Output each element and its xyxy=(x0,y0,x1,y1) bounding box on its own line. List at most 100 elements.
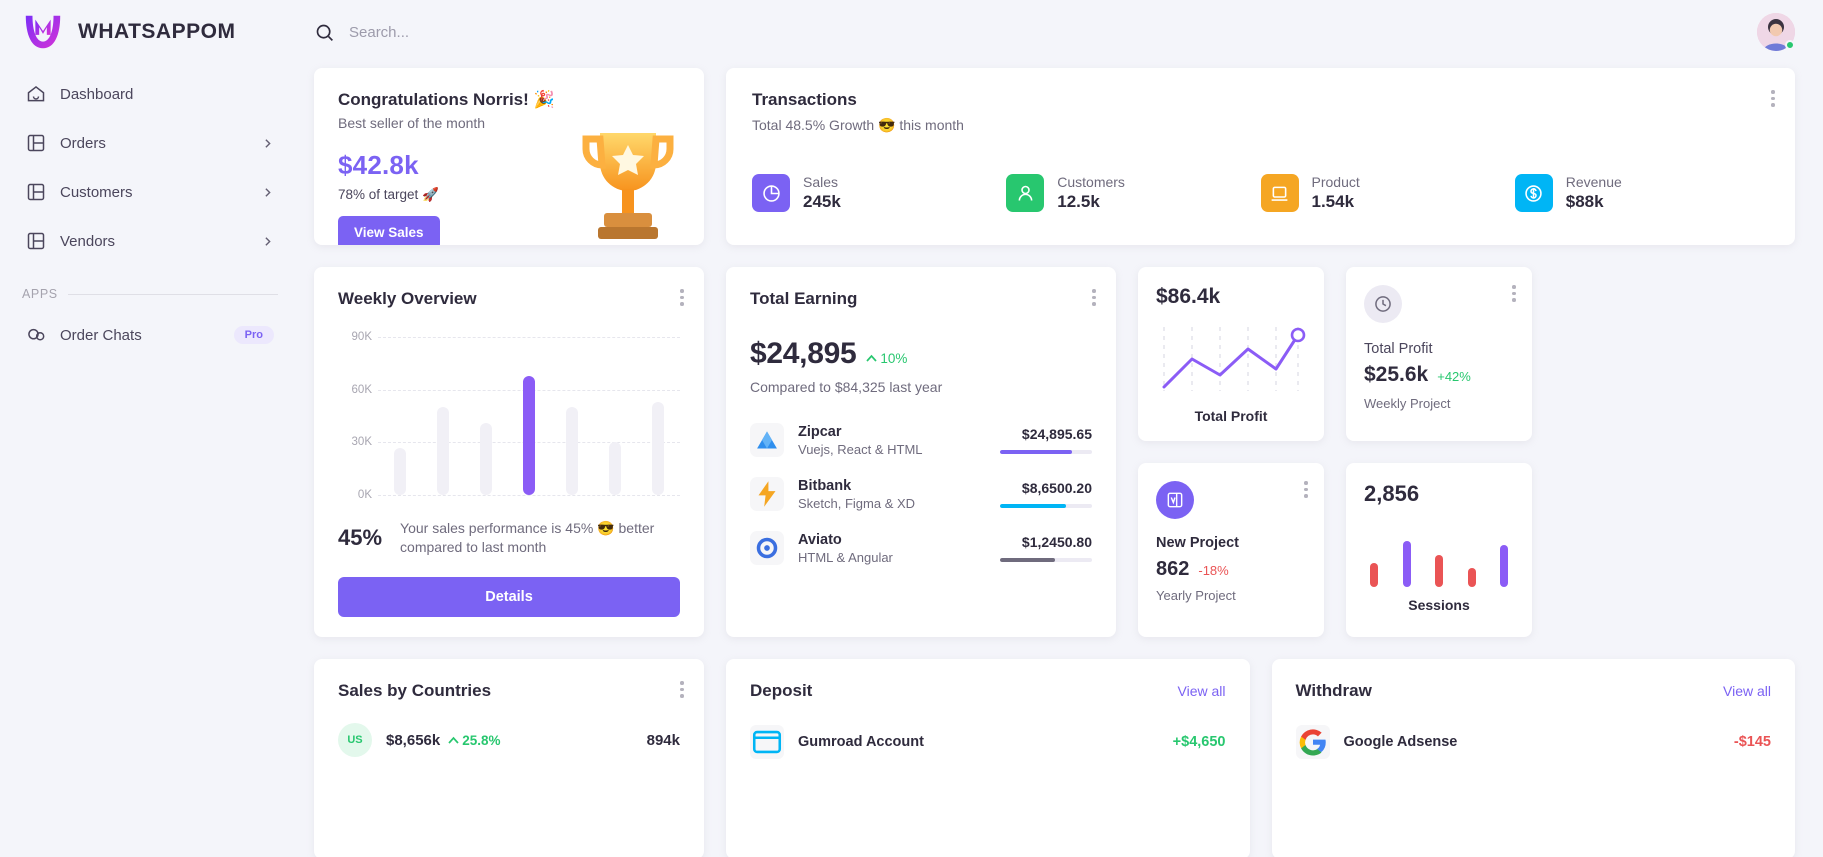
stat-value: 245k xyxy=(803,192,841,211)
weekly-title: Weekly Overview xyxy=(338,289,477,308)
weekly-bar-chart: 90K 60K 30K 0K xyxy=(338,331,680,501)
view-sales-button[interactable]: View Sales xyxy=(338,216,440,245)
withdraw-header: Withdraw View all xyxy=(1296,681,1772,701)
earning-tech: HTML & Angular xyxy=(798,549,893,565)
search-input[interactable] xyxy=(349,23,769,41)
row-middle: Weekly Overview 90K 60K 30K 0K xyxy=(314,267,1795,637)
earning-amount-value: $24,895.65 xyxy=(1021,426,1092,442)
details-button[interactable]: Details xyxy=(338,576,680,617)
pie-chart-icon xyxy=(752,174,790,212)
chat-bubbles-icon xyxy=(28,328,45,341)
avatar[interactable] xyxy=(1757,13,1795,51)
stat-revenue: Revenue $88k xyxy=(1514,174,1769,212)
y-tick: 0K xyxy=(357,489,372,501)
sidebar-item-label: Orders xyxy=(60,134,106,152)
earning-row: Zipcar Vuejs, React & HTML $24,895.65 xyxy=(750,423,1092,457)
brand-name: WHATSAPPOM xyxy=(78,20,236,43)
country-growth: 25.8% xyxy=(448,732,501,748)
transactions-title: Transactions xyxy=(752,90,857,109)
sidebar-item-label: Customers xyxy=(60,183,133,201)
brand[interactable]: WHATSAPPOM xyxy=(14,0,286,64)
transactions-stats: Sales 245k Customers 12.5k xyxy=(752,174,1769,212)
country-growth-value: 25.8% xyxy=(462,732,501,748)
new-project-value-row: 862 -18% xyxy=(1156,558,1306,581)
earning-right: $8,6500.20 xyxy=(1000,480,1092,508)
sidebar-item-label: Vendors xyxy=(60,232,116,250)
row-top: Congratulations Norris! 🎉 Best seller of… xyxy=(314,68,1795,245)
sidebar-item-vendors[interactable]: Vendors xyxy=(14,221,286,261)
google-logo-icon xyxy=(1295,725,1330,759)
earning-meta: Bitbank Sketch, Figma & XD xyxy=(798,478,986,511)
total-profit-menu-button[interactable] xyxy=(1512,285,1516,305)
earning-right: $1,2450.80 xyxy=(1000,534,1092,562)
bitbank-logo-icon xyxy=(750,477,784,511)
gridline xyxy=(378,337,680,338)
country-amount-row: $8,656k 25.8% xyxy=(386,732,633,749)
bar-series xyxy=(378,337,680,495)
plot-area xyxy=(378,337,680,496)
bar xyxy=(652,401,665,495)
congratulations-card: Congratulations Norris! 🎉 Best seller of… xyxy=(314,68,704,245)
stat-sales: Sales 245k xyxy=(752,174,1006,212)
dollar-icon xyxy=(1514,174,1553,212)
laptop-icon xyxy=(1260,174,1299,212)
total-profit-card: Total Profit $25.6k +42% Weekly Project xyxy=(1346,267,1532,441)
dashboard-content: Congratulations Norris! 🎉 Best seller of… xyxy=(300,64,1823,857)
sidebar-item-label: Order Chats xyxy=(60,326,142,344)
divider xyxy=(67,293,278,295)
earning-delta: 10% xyxy=(866,351,907,366)
country-row: US $8,656k 25.8% 894k xyxy=(338,723,680,757)
profit-amount: $86.4k xyxy=(1156,285,1221,308)
deposit-view-all-link[interactable]: View all xyxy=(1177,683,1226,699)
earning-name: Zipcar xyxy=(798,423,842,440)
sidebar-item-order-chats[interactable]: Order Chats Pro xyxy=(14,315,286,355)
stat-value: 1.54k xyxy=(1311,192,1355,211)
stat-product: Product 1.54k xyxy=(1260,174,1515,212)
withdraw-card: Withdraw View all Google Adsense -$145 xyxy=(1271,659,1795,857)
sidebar-item-customers[interactable]: Customers xyxy=(14,172,286,212)
aviato-logo-icon xyxy=(750,531,784,565)
total-earning-card: Total Earning $24,895 10% Compared to $8… xyxy=(726,267,1116,637)
sessions-caption: Sessions xyxy=(1408,597,1470,613)
earning-amount-value: $1,2450.80 xyxy=(1021,534,1092,550)
congrats-target: 78% of target 🚀 xyxy=(338,187,439,202)
search-bar[interactable] xyxy=(314,22,1741,43)
chevron-right-icon xyxy=(265,138,271,148)
earning-delta-value: 10% xyxy=(880,351,908,366)
earning-menu-button[interactable] xyxy=(1092,289,1096,309)
sidebar-item-label: Dashboard xyxy=(60,85,134,103)
sessions-value: 2,856 xyxy=(1364,481,1420,506)
earning-compared: Compared to $84,325 last year xyxy=(750,379,943,395)
total-profit-value-row: $25.6k +42% xyxy=(1364,363,1514,387)
withdraw-view-all-link[interactable]: View all xyxy=(1723,683,1771,699)
bar xyxy=(609,442,622,495)
weekly-menu-button[interactable] xyxy=(680,289,684,309)
sidebar-item-orders[interactable]: Orders xyxy=(14,123,286,163)
total-profit-chart-card: $86.4k Total Profit xyxy=(1138,267,1324,441)
app-logo-icon xyxy=(25,15,61,49)
stat-label: Customers xyxy=(1057,174,1125,190)
earning-meta: Zipcar Vuejs, React & HTML xyxy=(798,424,986,457)
performance-note: Your sales performance is 45% 😎 better c… xyxy=(400,520,655,555)
sidebar-item-dashboard[interactable]: Dashboard xyxy=(14,74,286,114)
gridline xyxy=(378,495,680,496)
stat-label: Product xyxy=(1311,174,1360,190)
performance-summary: 45% Your sales performance is 45% 😎 bett… xyxy=(338,519,680,557)
stat-value: 12.5k xyxy=(1057,192,1100,211)
deposit-row: Gumroad Account +$4,650 xyxy=(750,725,1226,759)
performance-percent: 45% xyxy=(338,524,383,550)
earning-name: Aviato xyxy=(798,531,842,548)
sidebar: WHATSAPPOM Dashboard Orders Cust xyxy=(0,0,300,857)
deposit-card: Deposit View all Gumroad Account +$4,650 xyxy=(726,659,1250,857)
new-project-menu-button[interactable] xyxy=(1304,481,1308,501)
bar xyxy=(393,447,406,495)
search-icon[interactable] xyxy=(314,22,335,43)
bar xyxy=(479,423,492,495)
progress-bar xyxy=(1000,558,1092,562)
withdraw-name: Google Adsense xyxy=(1343,734,1458,750)
transactions-menu-button[interactable] xyxy=(1771,90,1775,110)
bar xyxy=(436,407,449,495)
countries-menu-button[interactable] xyxy=(680,681,684,701)
congrats-subtitle: Best seller of the month xyxy=(338,115,486,131)
